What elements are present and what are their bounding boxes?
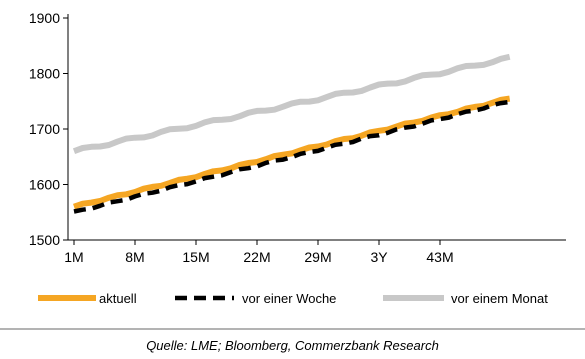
legend-label: vor einer Woche (242, 291, 336, 306)
x-tick-label: 8M (125, 249, 144, 265)
x-tick-label: 15M (182, 249, 209, 265)
series-line-aktuell (73, 95, 511, 210)
series-line-vor-einer-woche (73, 99, 510, 214)
legend-label: vor einem Monat (451, 291, 548, 306)
series-line-vor-einem-monat (72, 53, 511, 155)
y-tick-label: 1900 (29, 10, 60, 26)
legend: aktuell vor einer Woche vor einem Monat (38, 291, 548, 306)
source-note: Quelle: LME; Bloomberg, Commerzbank Rese… (146, 338, 439, 353)
y-tick-label: 1500 (29, 232, 60, 248)
x-tick-label: 22M (243, 249, 270, 265)
y-tick-label: 1700 (29, 121, 60, 137)
source-divider (0, 328, 585, 330)
y-tick-label: 1800 (29, 66, 60, 82)
y-tick-label: 1600 (29, 177, 60, 193)
x-axis: 1M 8M 15M 22M 29M 3Y 43M (64, 239, 566, 265)
plot-lines (72, 53, 511, 214)
legend-label: aktuell (99, 291, 137, 306)
x-tick-label: 43M (426, 249, 453, 265)
y-axis: 1500 1600 1700 1800 1900 (29, 10, 69, 248)
x-tick-label: 3Y (370, 249, 388, 265)
x-tick-label: 1M (64, 249, 83, 265)
x-tick-label: 29M (304, 249, 331, 265)
